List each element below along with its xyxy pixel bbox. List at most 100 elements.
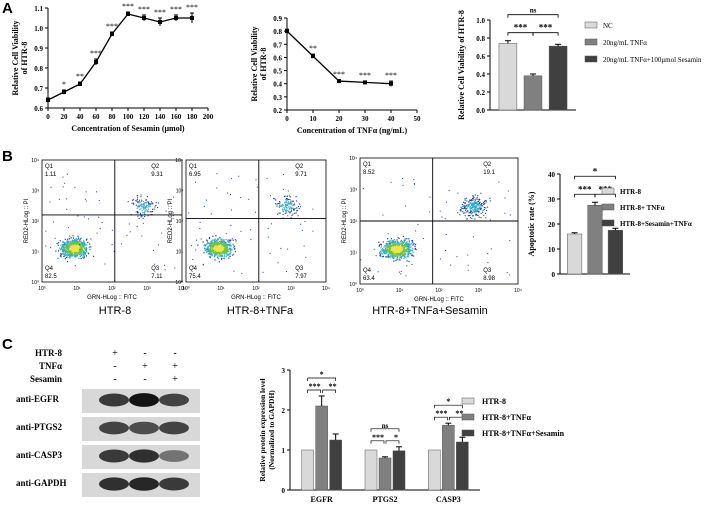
x-tick-label: EGFR: [311, 495, 333, 504]
y-tick-label: 0: [552, 271, 556, 279]
flow-dot: [172, 218, 174, 220]
flow-dot: [478, 210, 480, 212]
flow-dot: [405, 257, 407, 259]
significance-label: *: [446, 397, 450, 406]
flow-dot: [80, 245, 82, 247]
flow-dot: [392, 247, 394, 249]
flow-dot: [222, 240, 224, 242]
flow-dot: [292, 213, 294, 215]
flow-dot: [223, 242, 226, 245]
flow-dot: [143, 208, 145, 210]
flow-dot: [223, 251, 226, 253]
flow-dot: [70, 246, 72, 248]
quadrant-label: Q1: [363, 162, 372, 168]
x-tick-label: 10²: [108, 286, 116, 292]
y-tick-label: 40: [548, 171, 556, 179]
x-tick-label: 10²: [435, 288, 443, 294]
flow-dot: [210, 245, 212, 247]
flow-dot: [211, 244, 213, 246]
flow-dot: [212, 249, 214, 252]
data-point: [285, 29, 289, 34]
quadrant-label: Q4: [45, 266, 54, 272]
flow-dot: [68, 243, 71, 245]
flow-dot: [406, 247, 408, 249]
flow-dot: [227, 192, 229, 194]
flow-dot: [74, 238, 76, 240]
bar: [392, 450, 406, 491]
y-axis-label: Relative Cell Viability of HTR-8: [457, 10, 466, 120]
flow-dot: [405, 205, 407, 207]
flow-dot: [155, 204, 157, 206]
flow-dot: [79, 246, 81, 248]
flow-dot: [67, 247, 69, 249]
flow-dot: [477, 211, 479, 213]
flow-dot: [92, 255, 95, 258]
flow-dot: [83, 246, 85, 249]
flow-dot: [68, 248, 70, 250]
flow-dot: [208, 242, 211, 244]
flow-dot: [64, 242, 67, 244]
flow-dot: [477, 198, 479, 200]
flow-dot: [468, 203, 470, 206]
flow-dot: [392, 247, 394, 250]
flow-dot: [400, 255, 402, 258]
flow-dot: [382, 249, 384, 251]
flow-dot: [85, 191, 87, 193]
y-axis-label: RED2-HLog :: PI: [168, 198, 174, 243]
flow-dot: [220, 240, 222, 242]
flow-dot: [390, 251, 392, 254]
flow-dot: [139, 208, 141, 210]
flow-dot: [470, 207, 472, 209]
flow-dot: [139, 204, 142, 206]
significance-bracket: [574, 193, 596, 198]
flow-dot: [407, 247, 409, 249]
flow-dot: [467, 205, 469, 207]
flow-dot: [210, 254, 213, 256]
flow-dot: [89, 243, 91, 245]
flow-dot: [81, 256, 84, 258]
flow-dot: [142, 206, 144, 208]
flow-dot: [85, 249, 88, 251]
flow-dot: [445, 234, 447, 236]
flow-dot: [227, 245, 229, 247]
flow-dot: [403, 239, 405, 241]
flow-dot: [223, 243, 226, 245]
flow-dot: [224, 251, 226, 253]
flow-dot: [393, 260, 395, 262]
flow-dot: [476, 209, 479, 211]
x-tick-label: 140: [155, 113, 166, 121]
series-line: [47, 13, 192, 101]
flow-dot: [290, 203, 292, 205]
flow-dot: [144, 207, 146, 210]
data-point: [190, 16, 194, 20]
flow-dot: [467, 204, 469, 206]
flow-dot: [474, 199, 477, 201]
flow-dot: [172, 196, 174, 198]
flow-dot: [288, 202, 290, 204]
flow-dot: [411, 240, 414, 242]
flow-dot: [78, 246, 81, 248]
flow-dot: [394, 247, 396, 249]
flow-dot: [463, 208, 465, 210]
flow-dot: [77, 238, 79, 240]
flow-dot: [45, 230, 47, 232]
flow-dot: [395, 243, 397, 245]
flow-dot: [70, 254, 72, 256]
flow-dot: [206, 243, 209, 245]
flow-dot: [85, 239, 87, 241]
flow-dot: [470, 199, 473, 201]
flow-dot: [143, 203, 145, 205]
flow-dot: [74, 250, 76, 253]
flow-dot: [80, 242, 83, 244]
flow-dot: [279, 202, 281, 204]
flow-plot-frame: [185, 159, 327, 283]
flow-dot: [62, 252, 64, 254]
flow-dot: [394, 242, 396, 244]
flow-dot: [482, 201, 484, 203]
y-axis-label: Apoptotic rate (%): [527, 191, 536, 256]
flow-dot: [470, 207, 472, 209]
flow-dot: [411, 254, 413, 256]
flow-dot: [400, 273, 402, 275]
flow-dot: [298, 208, 300, 210]
